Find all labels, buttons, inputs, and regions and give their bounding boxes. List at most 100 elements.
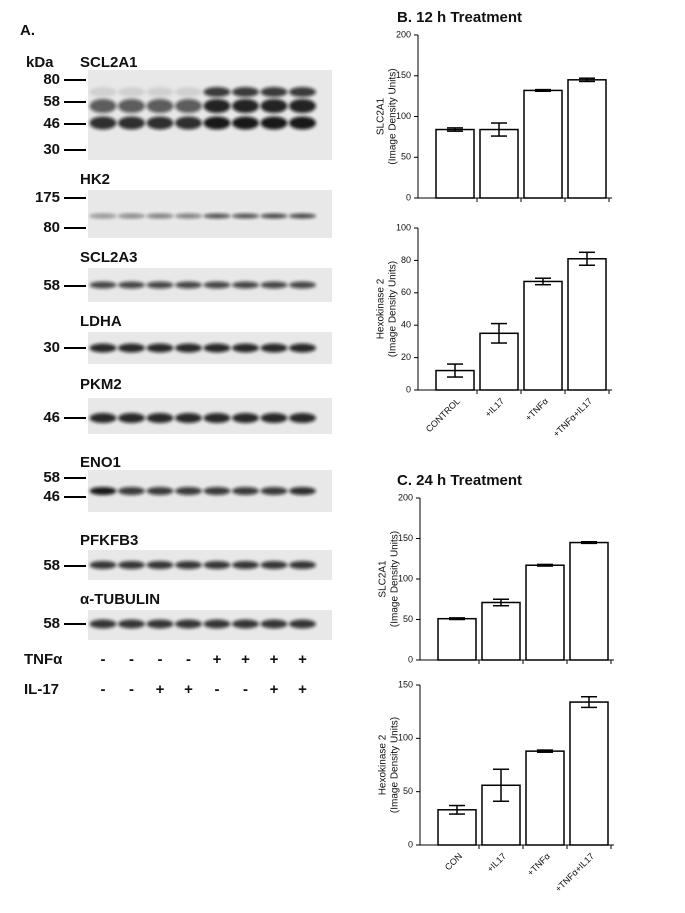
blot-band [118, 487, 145, 495]
blot-band [289, 116, 316, 130]
marker-label: 46 [43, 409, 60, 426]
blot-band [289, 87, 316, 97]
treatment-sign: - [129, 651, 134, 668]
y-axis-label: (Image Density Units) [390, 717, 401, 813]
y-axis-label: (Image Density Units) [388, 68, 399, 164]
y-tick-label: 0 [406, 192, 411, 202]
blot-band [260, 281, 288, 289]
blot-band [203, 561, 231, 569]
blot-band [232, 413, 259, 423]
blot-label: ENO1 [80, 454, 121, 471]
blot-band [289, 413, 316, 423]
blot-band [146, 99, 174, 113]
bar [523, 89, 563, 199]
blot-band [146, 87, 174, 97]
blot-band [118, 99, 145, 113]
chart-title: C. 24 h Treatment [397, 472, 522, 489]
chart-title: B. 12 h Treatment [397, 9, 522, 26]
blot-image [88, 70, 332, 160]
treatment-label: TNFα [24, 651, 63, 668]
blot-band [89, 343, 117, 353]
blot-band [260, 99, 288, 113]
y-tick-label: 150 [398, 533, 413, 543]
blot-band [146, 343, 174, 353]
y-tick-label: 50 [403, 786, 413, 796]
blot-band [89, 116, 117, 130]
blot-label: SCL2A1 [80, 54, 138, 71]
blot-band [89, 561, 117, 569]
blot-label: SCL2A3 [80, 249, 138, 266]
bar [567, 79, 607, 199]
blot-band [118, 281, 145, 289]
blot-band [232, 343, 259, 353]
blot-band [203, 343, 231, 353]
y-tick-label: 0 [408, 654, 413, 664]
x-tick-label: +TNFα+IL17 [551, 396, 594, 439]
blot-band [118, 561, 145, 569]
treatment-sign: + [213, 651, 222, 668]
treatment-label: IL-17 [24, 681, 59, 698]
blot-band [89, 487, 117, 495]
blot-band [146, 413, 174, 423]
bar [525, 750, 565, 846]
blot-band [203, 281, 231, 289]
y-tick-label: 50 [401, 152, 411, 162]
blot-band [175, 561, 202, 569]
treatment-sign: - [158, 651, 163, 668]
blot-band [260, 343, 288, 353]
marker-label: 58 [43, 93, 60, 110]
blot-band [260, 87, 288, 97]
blot-label: α-TUBULIN [80, 591, 160, 608]
bar [567, 258, 607, 391]
blot-band [118, 116, 145, 130]
marker-label: 46 [43, 115, 60, 132]
y-axis-label: (Image Density Units) [390, 531, 401, 627]
blot-band [146, 116, 174, 130]
blot-band [232, 87, 259, 97]
blot-band [203, 619, 231, 629]
y-tick-label: 40 [401, 320, 411, 330]
x-tick-label: +IL17 [485, 851, 508, 874]
marker-label: 58 [43, 277, 60, 294]
blot-band [289, 487, 316, 495]
blot-band [203, 116, 231, 130]
blot-band [232, 99, 259, 113]
bar [523, 280, 563, 391]
blot-band [118, 619, 145, 629]
blot-band [260, 487, 288, 495]
blot-band [232, 487, 259, 495]
marker-label: 175 [35, 189, 60, 206]
blot-band [203, 487, 231, 495]
bar [437, 617, 477, 661]
blot-band [89, 213, 117, 219]
bar [479, 128, 519, 199]
blot-label: LDHA [80, 313, 122, 330]
marker-label: 58 [43, 469, 60, 486]
blot-band [175, 413, 202, 423]
y-tick-label: 80 [401, 255, 411, 265]
y-tick-label: 50 [403, 614, 413, 624]
blot-band [146, 619, 174, 629]
y-tick-label: 0 [408, 839, 413, 849]
treatment-sign: - [101, 681, 106, 698]
y-axis-label: SLC2A1 [376, 97, 387, 135]
treatment-sign: - [215, 681, 220, 698]
blot-band [289, 99, 316, 113]
treatment-sign: - [186, 651, 191, 668]
panel-label: A. [20, 22, 35, 39]
blot-band [203, 213, 231, 219]
blot-band [203, 87, 231, 97]
marker-label: 30 [43, 141, 60, 158]
treatment-sign: - [243, 681, 248, 698]
x-tick-label: +IL17 [483, 396, 506, 419]
blot-band [203, 413, 231, 423]
y-tick-label: 150 [398, 679, 413, 689]
treatment-sign: - [101, 651, 106, 668]
blot-band [146, 487, 174, 495]
blot-band [118, 87, 145, 97]
blot-band [260, 213, 288, 219]
blot-band [260, 413, 288, 423]
blot-band [175, 487, 202, 495]
marker-label: 58 [43, 557, 60, 574]
